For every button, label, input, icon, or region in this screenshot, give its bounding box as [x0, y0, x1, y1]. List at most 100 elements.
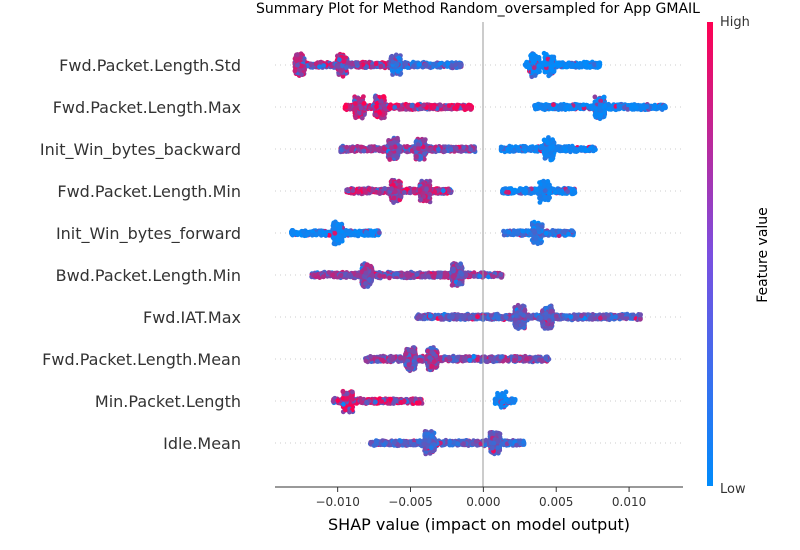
shap-point: [392, 105, 398, 110]
shap-point: [373, 61, 379, 67]
shap-point: [558, 147, 564, 153]
shap-point: [592, 147, 598, 153]
shap-point: [295, 62, 300, 68]
shap-point: [457, 64, 463, 70]
shap-point: [448, 147, 454, 152]
shap-point: [378, 63, 384, 69]
shap-point: [436, 147, 441, 152]
shap-point: [544, 146, 550, 152]
shap-point: [629, 106, 634, 112]
shap-point: [352, 106, 358, 112]
feature-label: Fwd.Packet.Length.Max: [53, 98, 241, 117]
shap-point: [389, 140, 395, 146]
shap-point: [505, 146, 510, 152]
shap-point: [418, 154, 424, 160]
shap-point: [387, 157, 393, 162]
shap-point: [581, 102, 586, 108]
shap-point: [372, 95, 378, 100]
shap-point: [644, 104, 649, 110]
shap-point: [396, 148, 401, 154]
shap-point: [338, 68, 344, 74]
shap-point: [354, 61, 360, 67]
shap-point: [382, 146, 387, 152]
shap-point: [588, 145, 593, 151]
shap-point: [557, 104, 563, 110]
feature-label: Bwd.Packet.Length.Min: [56, 266, 241, 285]
shap-point: [361, 101, 367, 106]
feature-dots: [338, 135, 598, 163]
shap-point: [389, 145, 394, 151]
shap-point: [516, 147, 522, 152]
shap-point: [299, 72, 304, 77]
shap-point: [386, 104, 392, 110]
shap-point: [409, 103, 415, 109]
shap-point: [343, 104, 349, 110]
shap-point: [359, 115, 365, 121]
shap-point: [543, 62, 549, 68]
shap-point: [453, 145, 459, 151]
shap-point: [361, 94, 366, 99]
feature-label: Init_Win_bytes_backward: [40, 140, 241, 160]
shap-point: [532, 73, 538, 78]
shap-point: [572, 149, 578, 154]
shap-point: [398, 106, 404, 112]
feature-dots: [292, 50, 603, 80]
shap-point: [606, 106, 612, 112]
shap-point: [438, 103, 443, 108]
shap-point: [343, 65, 349, 70]
shap-point: [574, 62, 580, 67]
shap-point: [395, 69, 401, 74]
shap-point: [528, 146, 534, 151]
shap-point: [395, 135, 400, 141]
shap-point: [292, 68, 298, 74]
shap-point: [543, 138, 549, 144]
feature-label: Fwd.IAT.Max: [143, 308, 241, 327]
shap-point: [446, 103, 452, 108]
shap-point: [411, 63, 416, 69]
shap-point: [590, 105, 596, 111]
feature-label: Idle.Mean: [163, 434, 241, 453]
shap-point: [421, 102, 426, 108]
shap-point: [542, 69, 548, 75]
shap-point: [567, 62, 573, 68]
shap-point: [358, 105, 364, 111]
shap-point: [353, 115, 358, 121]
shap-point: [308, 61, 314, 67]
shap-point: [350, 145, 356, 151]
shap-point: [341, 59, 347, 64]
shap-point: [376, 109, 382, 115]
shap-point: [396, 55, 402, 61]
shap-point: [313, 61, 319, 67]
shap-point: [567, 145, 572, 151]
shap-point: [652, 102, 658, 108]
shap-point: [583, 148, 589, 154]
shap-point: [461, 103, 467, 109]
shap-point: [374, 104, 379, 110]
shap-point: [445, 61, 451, 67]
shap-point: [415, 102, 421, 108]
shap-point: [371, 146, 376, 152]
shap-point: [587, 64, 592, 69]
shap-point: [543, 153, 549, 159]
shap-point: [468, 147, 473, 153]
shap-point: [533, 147, 539, 152]
shap-point: [528, 55, 534, 61]
shap-point: [422, 151, 427, 157]
feature-label: Fwd.Packet.Length.Mean: [42, 350, 241, 369]
feature-label: Fwd.Packet.Length.Min: [57, 182, 241, 201]
shap-point: [294, 52, 300, 58]
shap-point: [499, 145, 504, 151]
feature-label: Min.Packet.Length: [95, 392, 241, 411]
shap-point: [452, 62, 458, 68]
shap-point: [369, 64, 375, 70]
shap-point: [317, 64, 322, 70]
shap-point: [428, 147, 434, 152]
shap-point: [414, 154, 419, 159]
chart-title: Summary Plot for Method Random_oversampl…: [256, 1, 700, 17]
shap-point: [431, 104, 437, 110]
shap-point: [548, 64, 554, 70]
shap-point: [582, 61, 588, 67]
shap-point: [403, 61, 409, 67]
shap-point: [416, 146, 421, 152]
